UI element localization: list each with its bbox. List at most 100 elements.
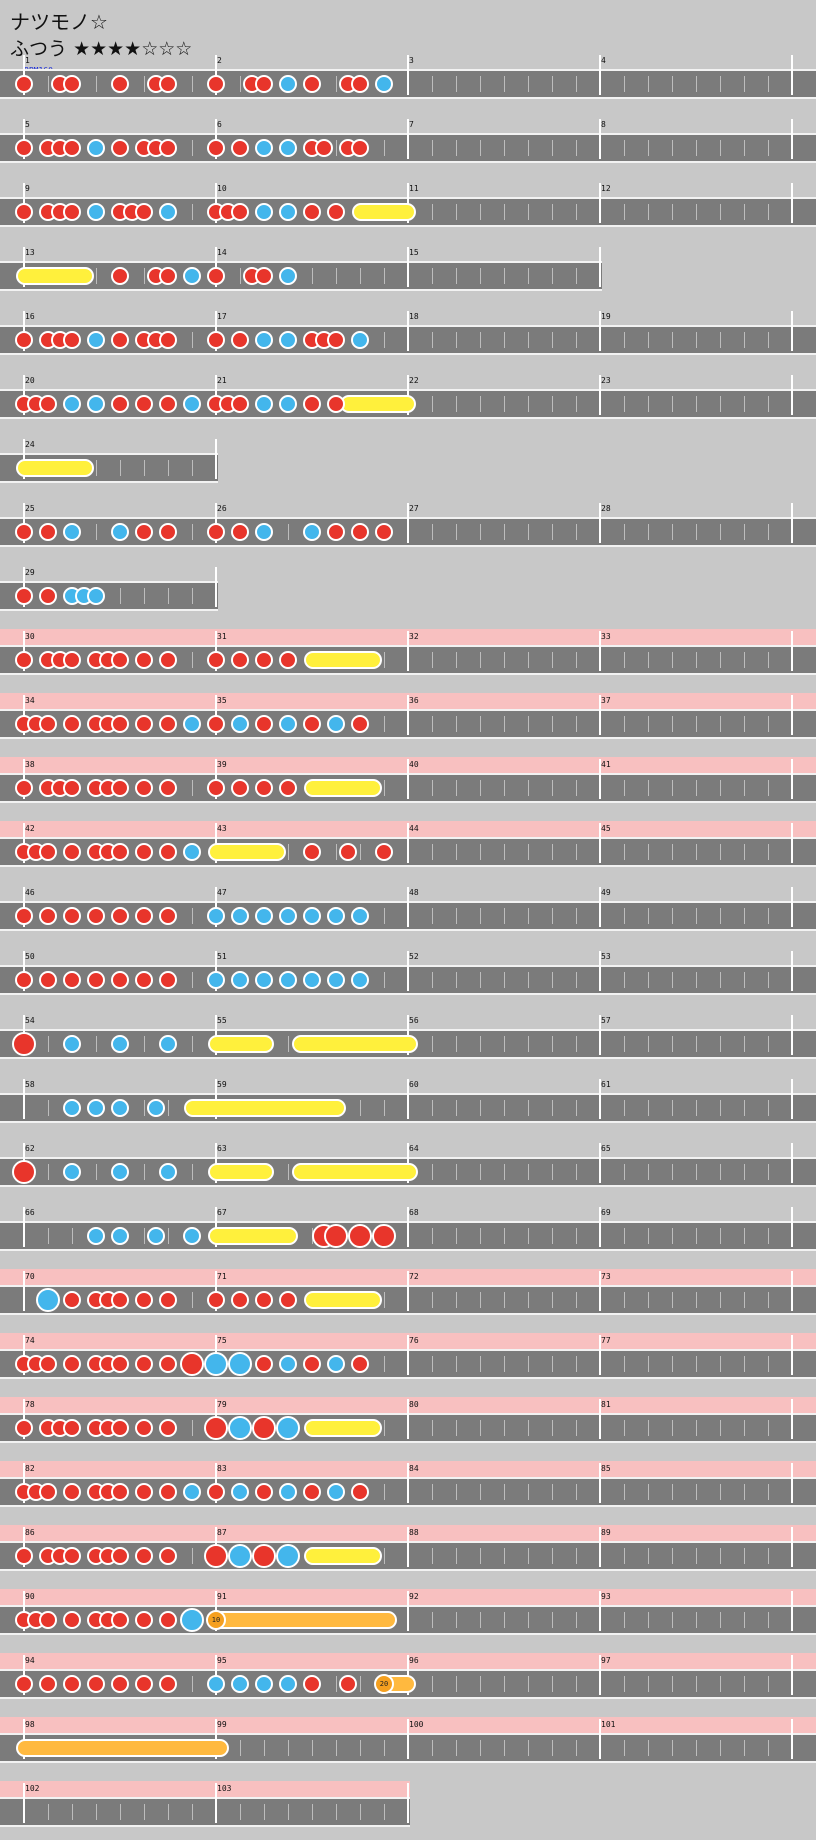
don-note (255, 1483, 273, 1501)
beat-line (696, 1740, 697, 1756)
don-note (63, 907, 81, 925)
beat-line (432, 1740, 433, 1756)
don-note (39, 523, 57, 541)
drumroll-bar (304, 651, 383, 669)
beat-line (504, 204, 505, 220)
beat-line (432, 204, 433, 220)
drumroll-bar (292, 1163, 419, 1181)
beat-line (768, 204, 769, 220)
ka-note (147, 1099, 165, 1117)
ka-note (111, 523, 129, 541)
beat-line (192, 332, 193, 348)
measure-number: 10 (217, 184, 227, 193)
don-note (255, 651, 273, 669)
beat-line (504, 1356, 505, 1372)
don-note (207, 651, 225, 669)
beat-line (552, 1612, 553, 1628)
don-note (111, 843, 129, 861)
measure-number: 23 (601, 376, 611, 385)
beat-line (528, 716, 529, 732)
beat-line (672, 204, 673, 220)
don-note (135, 1419, 153, 1437)
measure-number: 85 (601, 1464, 611, 1473)
ka-note (327, 715, 345, 733)
measure-number: 4 (601, 56, 606, 65)
don-note (15, 203, 33, 221)
ka-note (279, 907, 297, 925)
don-note (39, 907, 57, 925)
beat-line (192, 780, 193, 796)
beat-line (48, 76, 49, 92)
beat-line (648, 524, 649, 540)
beat-line (768, 1356, 769, 1372)
measure-number: 17 (217, 312, 227, 321)
beat-line (744, 1548, 745, 1564)
big-ka-note (228, 1416, 252, 1440)
measure-number: 43 (217, 824, 227, 833)
beat-line (648, 332, 649, 348)
measure-number: 27 (409, 504, 419, 513)
beat-line (480, 1228, 481, 1244)
measure-number: 100 (409, 1720, 424, 1729)
measure-number: 53 (601, 952, 611, 961)
barline (599, 183, 601, 223)
beat-line (456, 1484, 457, 1500)
beat-line (192, 1420, 193, 1436)
barline (407, 1335, 409, 1375)
beat-line (456, 716, 457, 732)
ka-note (183, 843, 201, 861)
barline (791, 1079, 793, 1119)
don-note (63, 1611, 81, 1629)
barline (791, 887, 793, 927)
don-note (351, 523, 369, 541)
ka-note (159, 1035, 177, 1053)
drumroll-bar (352, 203, 416, 221)
beat-line (192, 972, 193, 988)
ka-note (63, 1163, 81, 1181)
big-don-note (12, 1032, 36, 1056)
beat-line (672, 652, 673, 668)
measure-number: 67 (217, 1208, 227, 1217)
beat-line (528, 1420, 529, 1436)
beat-line (624, 1676, 625, 1692)
barline (23, 1783, 25, 1823)
measure-number: 95 (217, 1656, 227, 1665)
don-note (159, 1355, 177, 1373)
don-note (63, 1547, 81, 1565)
don-note (375, 843, 393, 861)
beat-line (288, 1036, 289, 1052)
barline (791, 823, 793, 863)
measure-number: 21 (217, 376, 227, 385)
beat-line (432, 1292, 433, 1308)
beat-line (144, 1228, 145, 1244)
beat-line (528, 652, 529, 668)
measure-number: 80 (409, 1400, 419, 1409)
beat-line (384, 652, 385, 668)
don-note (159, 843, 177, 861)
beat-line (696, 1612, 697, 1628)
beat-line (576, 268, 577, 284)
beat-line (240, 268, 241, 284)
ka-note (255, 203, 273, 221)
don-note (159, 1483, 177, 1501)
beat-line (624, 332, 625, 348)
measure-number: 70 (25, 1272, 35, 1281)
barline (599, 1463, 601, 1503)
beat-line (744, 524, 745, 540)
beat-line (720, 76, 721, 92)
beat-line (264, 1804, 265, 1820)
beat-line (480, 1420, 481, 1436)
beat-line (144, 460, 145, 476)
beat-line (720, 780, 721, 796)
beat-line (624, 972, 625, 988)
beat-line (192, 460, 193, 476)
barline (407, 1527, 409, 1567)
beat-line (552, 972, 553, 988)
beat-line (672, 1036, 673, 1052)
beat-line (672, 1612, 673, 1628)
beat-line (648, 1228, 649, 1244)
ka-note (279, 715, 297, 733)
beat-line (744, 780, 745, 796)
beat-line (552, 908, 553, 924)
beat-line (456, 1100, 457, 1116)
